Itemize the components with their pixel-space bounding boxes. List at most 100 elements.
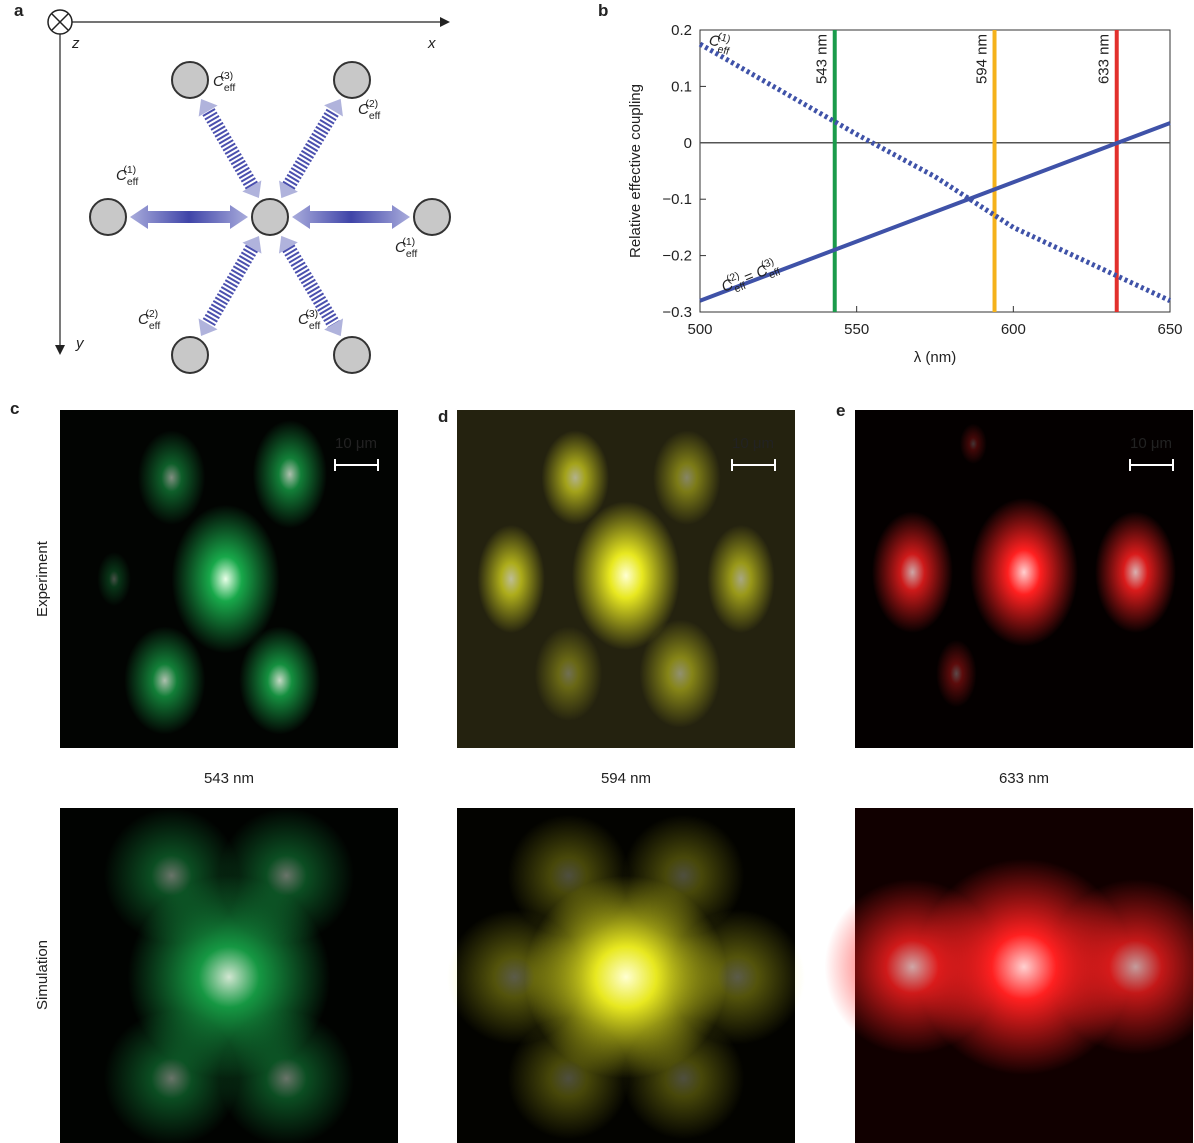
panel-label: e — [836, 401, 845, 420]
coupling-arrow — [192, 93, 269, 203]
mode-spot — [1095, 511, 1176, 633]
y-tick-label: −0.2 — [662, 248, 692, 265]
field-image: 10 μm — [60, 410, 398, 748]
mode-spot — [124, 626, 205, 734]
node — [414, 199, 450, 235]
x-axis-label: λ (nm) — [914, 349, 957, 366]
panel-a — [48, 10, 450, 373]
superscript: (3) — [220, 70, 233, 82]
panel-label: c — [10, 399, 19, 418]
mode-spot — [825, 879, 1001, 1055]
field-image — [447, 808, 805, 1143]
coupling-label: Ceff(2) — [358, 98, 380, 122]
wavelength-line-label: 543 nm — [814, 34, 831, 84]
panel-label: b — [598, 1, 608, 20]
coupling-label: Ceff(3) — [298, 308, 320, 332]
field-image: 10 μm — [457, 410, 795, 748]
superscript: (1) — [123, 164, 136, 176]
subscript: eff — [224, 82, 236, 94]
mode-spot — [104, 1011, 239, 1143]
wavelength-line-label: 594 nm — [974, 34, 991, 84]
mode-spot — [653, 430, 721, 525]
mode-spot — [960, 424, 987, 465]
mode-spot — [508, 815, 630, 937]
mode-spot — [936, 640, 977, 708]
coupling-arrow — [192, 231, 269, 342]
mode-spot — [535, 626, 603, 721]
mode-spot — [542, 430, 610, 525]
mode-spot — [138, 430, 206, 525]
arrowhead — [440, 17, 450, 27]
y-tick-label: −0.3 — [662, 304, 692, 321]
x-tick-label: 500 — [687, 321, 712, 338]
x-tick-label: 550 — [844, 321, 869, 338]
mode-spot — [97, 552, 131, 606]
node — [252, 199, 288, 235]
coupling-arrow — [130, 205, 248, 229]
scale-bar-label: 10 μm — [1130, 435, 1172, 452]
node — [172, 62, 208, 98]
coupling-arrow — [272, 93, 350, 204]
figure: a z x y Ceff(3) Ceff(2) Ceff(1) Ceff(1) … — [0, 0, 1194, 1143]
superscript: (2) — [365, 98, 378, 110]
arrow-body — [208, 248, 252, 324]
row-label: Experiment — [34, 540, 51, 617]
arrowhead — [55, 345, 65, 355]
node — [334, 337, 370, 373]
wavelength-label: 594 nm — [601, 770, 651, 787]
subscript: eff — [369, 110, 381, 122]
mode-spot — [477, 525, 545, 633]
arrow-body — [292, 205, 410, 229]
wavelength-label: 633 nm — [999, 770, 1049, 787]
arrow-body — [208, 111, 252, 186]
series-label: Ceff(1) — [706, 29, 734, 58]
superscript: (1) — [402, 236, 415, 248]
y-axis-label: Relative effective coupling — [627, 84, 644, 258]
y-tick-label: −0.1 — [662, 191, 692, 208]
superscript: (2) — [145, 308, 158, 320]
node — [172, 337, 208, 373]
arrow-body — [288, 111, 333, 186]
y-tick-label: 0.2 — [671, 22, 692, 39]
axis-label: y — [75, 335, 85, 352]
mode-spot — [219, 808, 354, 943]
mode-spot — [970, 498, 1078, 647]
mode-spot — [508, 1018, 630, 1140]
subscript: eff — [406, 248, 418, 260]
mode-spot — [239, 626, 320, 734]
x-tick-label: 650 — [1157, 321, 1182, 338]
subscript: eff — [149, 320, 161, 332]
field-image — [825, 808, 1194, 1143]
field-image: 10 μm — [855, 410, 1193, 748]
row-label: Simulation — [34, 940, 51, 1010]
mode-spot — [872, 511, 953, 633]
node — [334, 62, 370, 98]
mode-spot — [219, 1011, 354, 1143]
field-image — [60, 808, 398, 1143]
wavelength-label: 543 nm — [204, 770, 254, 787]
node — [90, 199, 126, 235]
page: a z x y Ceff(3) Ceff(2) Ceff(1) Ceff(1) … — [0, 0, 1194, 1143]
y-tick-label: 0.1 — [671, 78, 692, 95]
mode-spot — [623, 1018, 745, 1140]
superscript: (3) — [305, 308, 318, 320]
coupling-label: Ceff(2) — [138, 308, 160, 332]
x-tick-label: 600 — [1001, 321, 1026, 338]
mode-spot — [104, 808, 239, 943]
axis-label: x — [427, 35, 436, 52]
scale-bar-label: 10 μm — [732, 435, 774, 452]
wavelength-line-label: 633 nm — [1096, 34, 1113, 84]
series-label: Ceff(2) = Ceff(3) — [718, 255, 782, 300]
coupling-label: Ceff(1) — [395, 236, 417, 260]
coupling-label: Ceff(3) — [213, 70, 235, 94]
arrow-body — [130, 205, 248, 229]
subscript: eff — [309, 320, 321, 332]
panel-label: d — [438, 407, 448, 426]
coupling-arrow — [292, 205, 410, 229]
scale-bar-label: 10 μm — [335, 435, 377, 452]
axis-label: z — [71, 35, 80, 52]
subscript: eff — [127, 176, 139, 188]
coupling-label: Ceff(1) — [116, 164, 138, 188]
panel-label: a — [14, 1, 24, 20]
y-tick-label: 0 — [684, 135, 692, 152]
